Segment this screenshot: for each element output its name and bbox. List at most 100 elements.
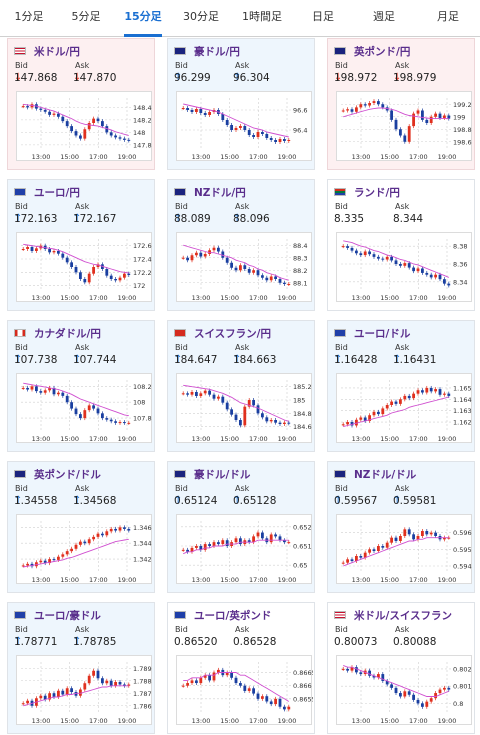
currency-pair-title[interactable]: 豪ドル/ドル <box>174 467 250 481</box>
currency-pair-title[interactable]: 豪ドル/円 <box>174 44 240 58</box>
mini-candlestick-chart[interactable]: 8.38 8.36 8.34 13:00 15:00 17:00 19:00 <box>336 232 472 302</box>
currency-pair-title[interactable]: ユーロ/英ポンド <box>174 608 271 622</box>
eu-flag-icon <box>14 188 26 196</box>
currency-card[interactable]: カナダドル/円 Bid Ask ↑ 107.738 ↑ 107.744 108.2 108 107… <box>7 320 155 452</box>
pair-name[interactable]: ユーロ/英ポンド <box>194 609 272 622</box>
tab-5[interactable]: 日足 <box>312 10 334 23</box>
y-tick-label: 184.6 <box>293 423 312 431</box>
pair-name[interactable]: ユーロ/豪ドル <box>34 609 101 622</box>
pair-name[interactable]: 豪ドル/ドル <box>194 468 251 481</box>
candle <box>394 687 398 694</box>
candle <box>100 121 104 127</box>
currency-pair-title[interactable]: ユーロ/円 <box>14 185 80 199</box>
pair-name[interactable]: カナダドル/円 <box>34 327 101 340</box>
currency-card[interactable]: スイスフラン/円 Bid Ask ↑ 184.647 ↑ 184.663 185.2 185 18… <box>167 320 315 452</box>
ask-label: Ask <box>395 61 410 70</box>
tab-2[interactable]: 15分足 <box>114 0 172 37</box>
currency-card[interactable]: ユーロ/豪ドル Bid Ask ↑ 1.78771 ↑ 1.78785 1.789 1.788 1… <box>7 602 155 734</box>
candle <box>287 706 291 710</box>
tab-1[interactable]: 5分足 <box>71 10 101 23</box>
chart-svg: 148.4 148.2 148 147.8 13:00 15:00 17:00 19:00 <box>21 98 152 161</box>
mini-candlestick-chart[interactable]: 199.2 199 198.8 198.6 13:00 15:00 17:00 19:00 <box>336 91 472 161</box>
currency-card[interactable]: 豪ドル/ドル Bid Ask ↑ 0.65124 ↑ 0.65128 0.652 0.651 0.… <box>167 461 315 593</box>
candle <box>252 536 256 543</box>
nz-flag-icon <box>174 188 186 196</box>
currency-card[interactable]: NZドル/円 Bid Ask ↑ 88.089 ↑ 88.096 88.4 88.3 88.2 88… <box>167 179 315 311</box>
bid-value: 0.59567 <box>334 495 378 507</box>
pair-name[interactable]: 英ポンド/円 <box>354 45 411 58</box>
mini-candlestick-chart[interactable]: 1.165 1.164 1.163 1.162 13:00 15:00 17:00 19:00 <box>336 373 472 443</box>
pair-name[interactable]: NZドル/円 <box>194 186 246 199</box>
candle <box>385 542 389 548</box>
currency-card[interactable]: ユーロ/英ポンドBidAsk0.865200.865280.86650.8660… <box>167 602 315 734</box>
us-flag-icon <box>334 611 346 619</box>
currency-card[interactable]: 豪ドル/円 Bid Ask ↑ 96.299 ↑ 96.304 96.6 96.4 13:00 15… <box>167 38 315 170</box>
currency-card[interactable]: 米ドル/円 Bid Ask ↓ 147.868 ↓ 147.870 148.4 148.2 148… <box>7 38 155 170</box>
candle <box>243 685 247 691</box>
y-tick-label: 0.594 <box>453 563 472 571</box>
candle <box>43 390 47 393</box>
currency-card[interactable]: 英ポンド/ドル Bid Ask ↑ 1.34558 ↑ 1.34568 1.346 1.344 1… <box>7 461 155 593</box>
ask-value: 96.304 <box>233 72 270 84</box>
pair-name[interactable]: NZドル/ドル <box>354 468 417 481</box>
candle <box>118 422 122 424</box>
ask-value: 107.744 <box>73 354 117 366</box>
currency-pair-title[interactable]: NZドル/円 <box>174 185 246 199</box>
candle <box>199 252 203 257</box>
mini-candlestick-chart[interactable]: 0.652 0.651 0.65 13:00 15:00 17:00 19:00 <box>176 514 312 584</box>
mini-candlestick-chart[interactable]: 185.2 185 184.8 184.6 13:00 15:00 17:00 19:00 <box>176 373 312 443</box>
mini-candlestick-chart[interactable]: 148.4 148.2 148 147.8 13:00 15:00 17:00 19:00 <box>16 91 152 161</box>
candle <box>83 279 87 283</box>
pair-name[interactable]: ランド/円 <box>354 186 400 199</box>
mini-candlestick-chart[interactable]: 96.6 96.4 13:00 15:00 17:00 19:00 <box>176 91 312 161</box>
currency-card[interactable]: ユーロ/円 Bid Ask ↑ 172.163 ↑ 172.167 172.6 172.4 172… <box>7 179 155 311</box>
candle <box>114 421 118 423</box>
y-tick-label: 96.6 <box>293 107 307 115</box>
currency-pair-title[interactable]: ユーロ/豪ドル <box>14 608 101 622</box>
candle <box>96 670 100 679</box>
currency-card[interactable]: 英ポンド/円 Bid Ask ↓ 198.972 ↓ 198.979 199.2 199 198.… <box>327 38 475 170</box>
tab-4[interactable]: 1時間足 <box>242 10 282 23</box>
currency-card[interactable]: ランド/円 Bid Ask 8.335 8.344 8.38 8.36 8.34 13:00 15… <box>327 179 475 311</box>
tab-3[interactable]: 30分足 <box>183 10 219 23</box>
tab-0[interactable]: 1分足 <box>14 10 44 23</box>
currency-card[interactable]: NZドル/ドル Bid Ask ↑ 0.59567 ↑ 0.59581 0.596 0.595 0… <box>327 461 475 593</box>
mini-candlestick-chart[interactable]: 108.2 108 107.8 13:00 15:00 17:00 19:00 <box>16 373 152 443</box>
pair-name[interactable]: 豪ドル/円 <box>194 45 240 58</box>
candle <box>265 277 269 281</box>
mini-candlestick-chart[interactable]: 1.789 1.788 1.787 1.786 13:00 15:00 17:00 19:00 <box>16 655 152 725</box>
moving-average-line <box>183 103 289 138</box>
mini-candlestick-chart[interactable]: 0.802 0.801 0.8 13:00 15:00 17:00 19:00 <box>336 655 472 725</box>
mini-candlestick-chart[interactable]: 0.8665 0.866 0.8655 13:00 15:00 17:00 19:00 <box>176 655 313 725</box>
pair-name[interactable]: ユーロ/円 <box>34 186 80 199</box>
x-tick-label: 17:00 <box>89 576 108 584</box>
currency-pair-title[interactable]: ランド/円 <box>334 185 400 199</box>
candle <box>78 135 82 139</box>
currency-pair-title[interactable]: スイスフラン/円 <box>174 326 271 340</box>
currency-pair-title[interactable]: 英ポンド/ドル <box>14 467 101 481</box>
currency-pair-title[interactable]: NZドル/ドル <box>334 467 416 481</box>
mini-candlestick-chart[interactable]: 172.6 172.4 172.2 172 13:00 15:00 17:00 19:00 <box>16 232 152 302</box>
tab-6[interactable]: 週足 <box>373 10 395 23</box>
pair-name[interactable]: 英ポンド/ドル <box>34 468 101 481</box>
mini-candlestick-chart[interactable]: 0.596 0.595 0.594 13:00 15:00 17:00 19:00 <box>336 514 472 584</box>
currency-pair-title[interactable]: 米ドル/円 <box>14 44 80 58</box>
trend-arrow-icon: ↑ <box>73 636 82 647</box>
currency-pair-title[interactable]: 英ポンド/円 <box>334 44 410 58</box>
mini-candlestick-chart[interactable]: 1.346 1.344 1.342 13:00 15:00 17:00 19:00 <box>16 514 152 584</box>
pair-name[interactable]: 米ドル/スイスフラン <box>354 609 453 622</box>
currency-pair-title[interactable]: 米ドル/スイスフラン <box>334 608 452 622</box>
pair-name[interactable]: スイスフラン/円 <box>194 327 272 340</box>
currency-pair-title[interactable]: ユーロ/ドル <box>334 326 410 340</box>
tab-7[interactable]: 月足 <box>437 10 459 23</box>
pair-name[interactable]: ユーロ/ドル <box>354 327 411 340</box>
currency-pair-title[interactable]: カナダドル/円 <box>14 326 101 340</box>
x-tick-label: 15:00 <box>380 576 399 584</box>
currency-card[interactable]: 米ドル/スイスフラン Bid Ask 0.80073 0.80088 0.802 0.801… <box>327 602 475 734</box>
candle <box>274 140 278 142</box>
candle <box>70 548 74 552</box>
mini-candlestick-chart[interactable]: 88.4 88.3 88.2 88.1 13:00 15:00 17:00 19:00 <box>176 232 312 302</box>
ask-label: Ask <box>395 625 410 634</box>
pair-name[interactable]: 米ドル/円 <box>34 45 80 58</box>
currency-card[interactable]: ユーロ/ドル Bid Ask ↑ 1.16428 ↑ 1.16431 1.165 1.164 1.… <box>327 320 475 452</box>
